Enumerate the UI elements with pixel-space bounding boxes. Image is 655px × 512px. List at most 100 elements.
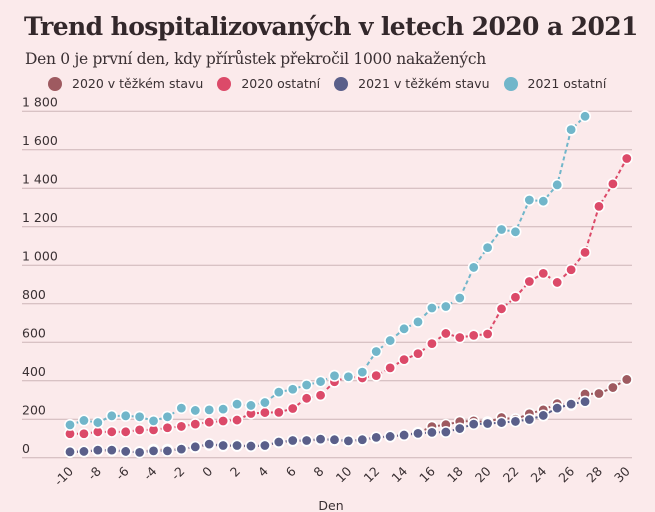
- data-point[interactable]: [592, 200, 605, 213]
- data-point[interactable]: [77, 445, 90, 458]
- data-point[interactable]: [119, 409, 132, 422]
- data-point[interactable]: [133, 446, 146, 459]
- data-point[interactable]: [370, 345, 383, 358]
- data-point[interactable]: [217, 415, 230, 428]
- data-point[interactable]: [189, 418, 202, 431]
- data-point[interactable]: [189, 404, 202, 417]
- data-point[interactable]: [231, 398, 244, 411]
- data-point[interactable]: [537, 267, 550, 280]
- data-point[interactable]: [300, 434, 313, 447]
- data-point[interactable]: [300, 379, 313, 392]
- data-point[interactable]: [356, 433, 369, 446]
- data-point[interactable]: [551, 276, 564, 289]
- data-point[interactable]: [328, 369, 341, 382]
- data-point[interactable]: [133, 423, 146, 436]
- data-point[interactable]: [105, 425, 118, 438]
- data-point[interactable]: [189, 440, 202, 453]
- data-point[interactable]: [551, 402, 564, 415]
- data-point[interactable]: [314, 375, 327, 388]
- data-point[interactable]: [565, 398, 578, 411]
- data-point[interactable]: [495, 302, 508, 315]
- data-point[interactable]: [509, 291, 522, 304]
- data-point[interactable]: [495, 223, 508, 236]
- data-point[interactable]: [258, 439, 271, 452]
- data-point[interactable]: [398, 322, 411, 335]
- data-point[interactable]: [453, 292, 466, 305]
- data-point[interactable]: [91, 416, 104, 429]
- data-point[interactable]: [606, 177, 619, 190]
- data-point[interactable]: [328, 433, 341, 446]
- data-point[interactable]: [411, 315, 424, 328]
- data-point[interactable]: [620, 152, 633, 165]
- data-point[interactable]: [105, 444, 118, 457]
- data-point[interactable]: [537, 409, 550, 422]
- data-point[interactable]: [579, 246, 592, 259]
- data-point[interactable]: [258, 406, 271, 419]
- data-point[interactable]: [537, 195, 550, 208]
- data-point[interactable]: [565, 123, 578, 136]
- data-point[interactable]: [64, 418, 77, 431]
- data-point[interactable]: [342, 370, 355, 383]
- data-point[interactable]: [244, 399, 257, 412]
- data-point[interactable]: [481, 241, 494, 254]
- data-point[interactable]: [203, 438, 216, 451]
- data-point[interactable]: [342, 434, 355, 447]
- data-point[interactable]: [509, 225, 522, 238]
- data-point[interactable]: [384, 361, 397, 374]
- data-point[interactable]: [77, 427, 90, 440]
- data-point[interactable]: [439, 300, 452, 313]
- data-point[interactable]: [217, 439, 230, 452]
- data-point[interactable]: [91, 444, 104, 457]
- legend-item-2020-other[interactable]: 2020 ostatní: [217, 76, 320, 91]
- data-point[interactable]: [272, 386, 285, 399]
- data-point[interactable]: [203, 403, 216, 416]
- data-point[interactable]: [147, 444, 160, 457]
- data-point[interactable]: [105, 409, 118, 422]
- data-point[interactable]: [147, 414, 160, 427]
- data-point[interactable]: [495, 416, 508, 429]
- data-point[interactable]: [370, 431, 383, 444]
- data-point[interactable]: [398, 429, 411, 442]
- data-point[interactable]: [175, 443, 188, 456]
- data-point[interactable]: [356, 366, 369, 379]
- data-point[interactable]: [161, 410, 174, 423]
- data-point[interactable]: [453, 331, 466, 344]
- legend-item-2020-severe[interactable]: 2020 v těžkém stavu: [48, 76, 203, 91]
- data-point[interactable]: [523, 413, 536, 426]
- data-point[interactable]: [119, 425, 132, 438]
- data-point[interactable]: [425, 337, 438, 350]
- data-point[interactable]: [579, 110, 592, 123]
- data-point[interactable]: [175, 420, 188, 433]
- data-point[interactable]: [175, 402, 188, 415]
- data-point[interactable]: [425, 302, 438, 315]
- data-point[interactable]: [384, 334, 397, 347]
- data-point[interactable]: [231, 414, 244, 427]
- data-point[interactable]: [64, 445, 77, 458]
- legend-item-2021-other[interactable]: 2021 ostatní: [503, 76, 606, 91]
- data-point[interactable]: [217, 403, 230, 416]
- data-point[interactable]: [300, 392, 313, 405]
- data-point[interactable]: [551, 178, 564, 191]
- data-point[interactable]: [272, 406, 285, 419]
- data-point[interactable]: [439, 426, 452, 439]
- legend-item-2021-severe[interactable]: 2021 v těžkém stavu: [334, 76, 490, 91]
- data-point[interactable]: [77, 414, 90, 427]
- data-point[interactable]: [425, 426, 438, 439]
- data-point[interactable]: [244, 440, 257, 453]
- data-point[interactable]: [161, 444, 174, 457]
- data-point[interactable]: [411, 347, 424, 360]
- data-point[interactable]: [523, 275, 536, 288]
- data-point[interactable]: [439, 327, 452, 340]
- data-point[interactable]: [314, 389, 327, 402]
- data-point[interactable]: [161, 421, 174, 434]
- data-point[interactable]: [481, 328, 494, 341]
- data-point[interactable]: [467, 261, 480, 274]
- data-point[interactable]: [286, 383, 299, 396]
- data-point[interactable]: [606, 381, 619, 394]
- data-point[interactable]: [286, 402, 299, 415]
- data-point[interactable]: [453, 422, 466, 435]
- data-point[interactable]: [467, 329, 480, 342]
- data-point[interactable]: [509, 415, 522, 428]
- data-point[interactable]: [286, 434, 299, 447]
- data-point[interactable]: [592, 387, 605, 400]
